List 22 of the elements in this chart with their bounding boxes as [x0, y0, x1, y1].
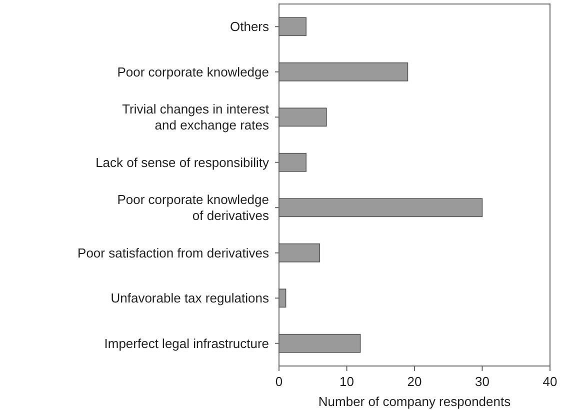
y-tick-label: Imperfect legal infrastructure [104, 336, 269, 351]
y-tick-label: Others [230, 19, 270, 34]
bar [278, 288, 286, 308]
bar [278, 243, 320, 262]
x-tick-label: 30 [475, 374, 490, 389]
y-tick-label: Unfavorable tax regulations [110, 290, 270, 306]
x-tick-label: 10 [340, 374, 354, 389]
bar [278, 334, 361, 353]
bar [278, 62, 408, 82]
x-tick-label: 20 [407, 374, 422, 389]
y-tick-label: Lack of sense of responsibility [96, 154, 270, 170]
y-tick-label: Poor corporate knowledge of derivatives [117, 192, 270, 224]
y-tick-label: Poor corporate knowledge [117, 64, 269, 80]
y-tick-label: Poor satisfaction from derivatives [78, 245, 270, 260]
x-axis-title: Number of company respondents [318, 394, 512, 409]
bar [278, 152, 306, 172]
bar [278, 17, 306, 36]
bar [278, 198, 483, 218]
y-tick-label: Trivial changes in interest and exchange rates [122, 102, 270, 133]
x-tick-label: 40 [542, 374, 558, 389]
bar [278, 108, 327, 127]
x-tick-label: 0 [275, 374, 283, 389]
